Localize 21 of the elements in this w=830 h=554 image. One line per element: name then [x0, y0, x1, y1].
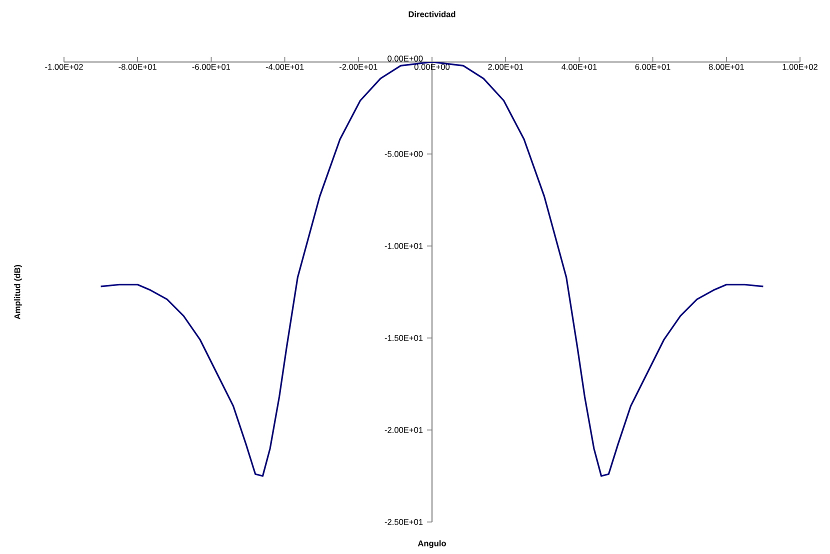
x-tick-label: 1.00E+02	[782, 64, 818, 70]
x-tick-label: -4.00E+01	[266, 64, 304, 70]
x-axis-title: Angulo	[418, 540, 446, 548]
y-tick-label: -2.50E+01	[384, 519, 423, 525]
chart-title: Directividad	[408, 11, 456, 18]
x-tick-label: 8.00E+01	[708, 64, 744, 70]
x-tick-label: 4.00E+01	[562, 64, 597, 70]
x-tick-label: -6.00E+01	[192, 64, 230, 70]
x-tick-label: -8.00E+01	[118, 64, 156, 70]
x-tick-label: 2.00E+01	[488, 64, 524, 70]
x-tick-label: 6.00E+01	[635, 64, 670, 70]
y-tick-label: -5.00E+00	[384, 151, 423, 157]
x-tick-label: -1.00E+02	[45, 64, 83, 70]
y-axis-title: Amplitud (dB)	[14, 264, 22, 320]
y-tick-label: -1.50E+01	[384, 335, 423, 341]
x-tick-label: -2.00E+01	[340, 64, 378, 70]
line-series	[100, 62, 764, 477]
x-tick-label: 0.00E+00	[414, 64, 450, 70]
y-tick-label: -1.00E+01	[384, 243, 423, 249]
y-tick-label: 0.00E+00	[388, 56, 423, 62]
y-tick-label: -2.00E+01	[384, 427, 423, 433]
